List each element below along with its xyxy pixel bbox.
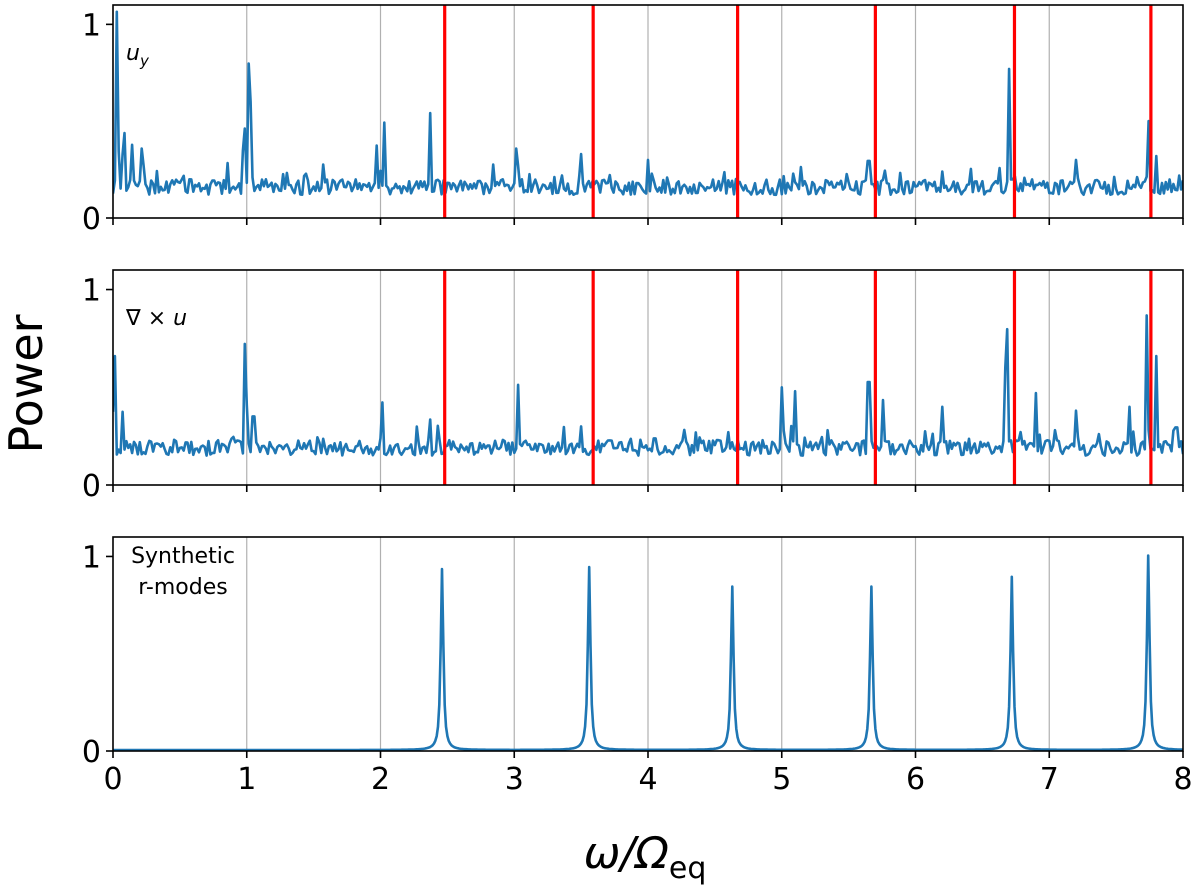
x-axis-label-sub: eq <box>669 851 707 886</box>
x-tick-label: 3 <box>505 762 524 797</box>
x-tick-label: 4 <box>638 762 657 797</box>
y-tick-label: 1 <box>82 274 101 309</box>
y-tick-label: 0 <box>82 202 101 237</box>
x-tick-label: 5 <box>772 762 791 797</box>
y-tick-label: 1 <box>82 8 101 43</box>
panel-label: Synthetic <box>131 544 235 569</box>
y-axis-label: Power <box>0 314 53 453</box>
panel-label-line2: r-modes <box>138 575 227 600</box>
x-tick-label: 2 <box>371 762 390 797</box>
x-axis-label-main: ω/Ω <box>584 828 670 879</box>
panel-label: uy <box>126 41 150 70</box>
panel-1: 0 1 uy <box>82 4 1184 237</box>
panel-3: 0 1 Synthetic r-modes 0 1 2 3 4 5 6 7 8 <box>82 536 1193 797</box>
y-tick-label: 1 <box>82 540 101 575</box>
panel-label-sub: y <box>139 52 150 70</box>
x-tick-label: 0 <box>103 762 122 797</box>
x-tick-label: 1 <box>237 762 256 797</box>
x-tick-label: 7 <box>1040 762 1059 797</box>
series-line <box>113 554 1183 751</box>
series-line <box>113 10 1183 197</box>
x-tick-label: 8 <box>1173 762 1192 797</box>
y-tick-label: 0 <box>82 735 101 770</box>
y-tick-label: 0 <box>82 469 101 504</box>
x-axis-label: ω/Ωeq <box>584 828 707 886</box>
series-line <box>113 314 1183 457</box>
panel-label: ∇ × u <box>125 306 187 331</box>
x-tick-label: 6 <box>906 762 925 797</box>
panel-2: 0 1 ∇ × u <box>82 269 1184 504</box>
